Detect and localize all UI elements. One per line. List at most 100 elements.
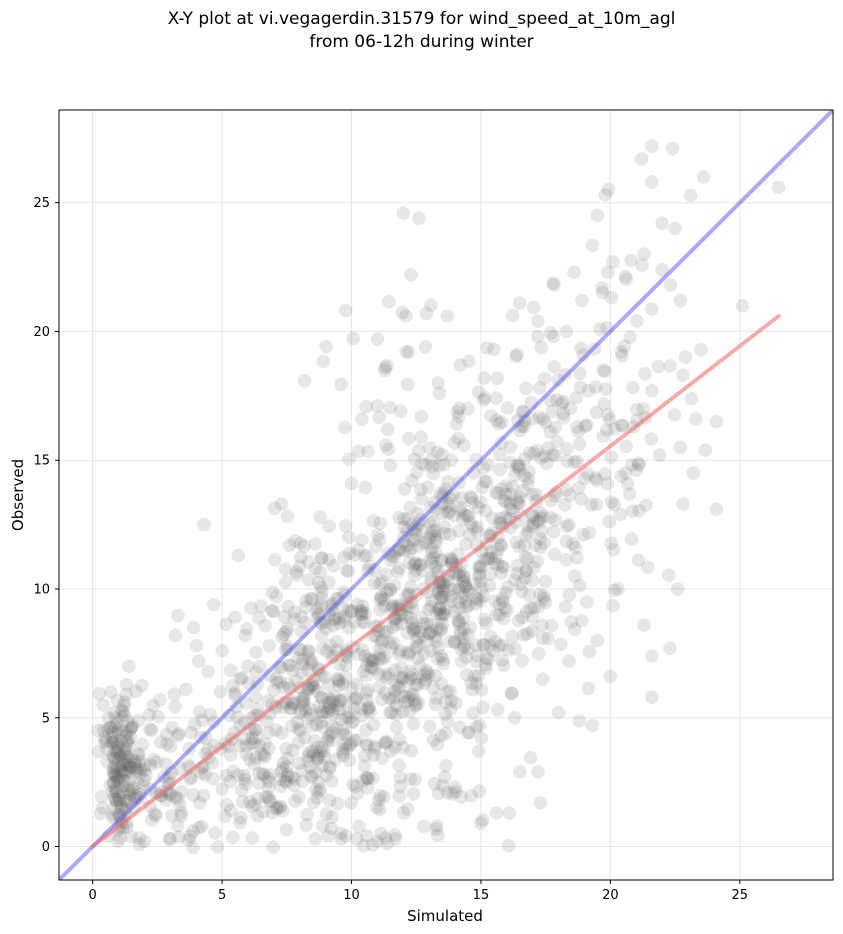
scatter-point <box>541 441 555 455</box>
scatter-point <box>375 751 390 766</box>
scatter-point <box>311 748 325 763</box>
scatter-point <box>365 661 379 675</box>
scatter-point <box>523 601 538 616</box>
scatter-point <box>316 705 330 719</box>
scatter-point <box>318 670 332 684</box>
scatter-point <box>396 740 411 755</box>
scatter-point <box>462 725 477 740</box>
scatter-point <box>336 742 350 756</box>
scatter-point <box>218 809 232 824</box>
scatter-point <box>303 651 317 666</box>
scatter-point <box>351 543 366 557</box>
scatter-point <box>365 838 380 852</box>
scatter-point <box>256 768 271 782</box>
scatter-point <box>472 718 487 733</box>
scatter-point <box>430 622 445 636</box>
scatter-point <box>614 419 629 433</box>
scatter-point <box>495 559 509 574</box>
scatter-point <box>571 424 586 439</box>
y-tick-label: 20 <box>33 325 50 340</box>
scatter-point <box>588 471 603 485</box>
scatter-point <box>210 840 225 854</box>
scatter-point <box>139 768 153 783</box>
scatter-point <box>504 487 518 501</box>
scatter-point <box>383 744 398 758</box>
scatter-point <box>331 673 346 687</box>
scatter-point <box>384 706 399 720</box>
scatter-point <box>596 429 611 444</box>
scatter-point <box>434 677 449 691</box>
scatter-point <box>283 658 298 673</box>
scatter-point <box>437 526 452 541</box>
scatter-point <box>406 622 420 636</box>
scatter-point <box>243 794 257 809</box>
scatter-point <box>413 482 428 497</box>
scatter-point <box>383 582 397 597</box>
scatter-point <box>321 695 336 710</box>
scatter-point <box>302 745 316 760</box>
scatter-point <box>108 792 122 807</box>
scatter-point <box>402 556 417 570</box>
scatter-point <box>429 606 443 621</box>
scatter-point <box>305 592 320 606</box>
scatter-point <box>503 497 517 511</box>
scatter-point <box>301 645 316 659</box>
scatter-point <box>342 546 357 561</box>
scatter-point <box>252 611 266 625</box>
scatter-point <box>490 702 505 717</box>
scatter-point <box>641 560 655 574</box>
scatter-point <box>453 624 468 639</box>
scatter-point <box>444 694 459 708</box>
scatter-point <box>573 366 587 381</box>
scatter-point <box>186 788 201 802</box>
scatter-point <box>322 702 336 716</box>
scatter-point <box>431 641 446 655</box>
scatter-point <box>431 583 446 598</box>
scatter-point <box>378 686 392 700</box>
scatter-point <box>116 757 130 772</box>
scatter-point <box>468 638 483 652</box>
scatter-point <box>361 702 376 717</box>
scatter-point <box>109 781 123 796</box>
scatter-point <box>432 602 447 617</box>
scatter-point <box>476 637 491 652</box>
scatter-point <box>392 511 406 525</box>
scatter-point <box>275 726 289 740</box>
scatter-point <box>402 645 417 659</box>
scatter-point <box>296 694 310 709</box>
scatter-point <box>303 760 318 774</box>
scatter-point <box>342 705 356 719</box>
scatter-point <box>285 696 299 711</box>
scatter-point <box>530 554 545 569</box>
scatter-point <box>334 377 348 392</box>
scatter-point <box>330 634 344 649</box>
scatter-point <box>521 525 535 540</box>
scatter-point <box>574 492 588 506</box>
scatter-point <box>121 784 135 799</box>
scatter-point <box>124 720 138 735</box>
scatter-point <box>501 642 516 657</box>
scatter-point <box>252 659 267 674</box>
scatter-point <box>527 600 541 615</box>
scatter-point <box>384 553 398 567</box>
scatter-point <box>160 736 174 751</box>
scatter-point <box>104 735 119 749</box>
scatter-point <box>244 601 258 615</box>
scatter-point <box>360 781 375 795</box>
scatter-point <box>357 839 371 853</box>
scatter-point <box>348 690 363 705</box>
scatter-point <box>367 575 382 590</box>
scatter-point <box>504 686 519 700</box>
scatter-point <box>389 698 404 713</box>
scatter-point <box>451 409 466 424</box>
scatter-point <box>441 474 455 489</box>
scatter-point <box>436 656 451 671</box>
scatter-point <box>634 152 649 166</box>
scatter-point <box>495 653 510 667</box>
scatter-point <box>445 787 460 801</box>
scatter-point <box>622 487 637 501</box>
scatter-point <box>574 341 588 355</box>
scatter-point <box>143 758 158 772</box>
scatter-point <box>696 170 711 184</box>
scatter-point <box>321 678 336 692</box>
